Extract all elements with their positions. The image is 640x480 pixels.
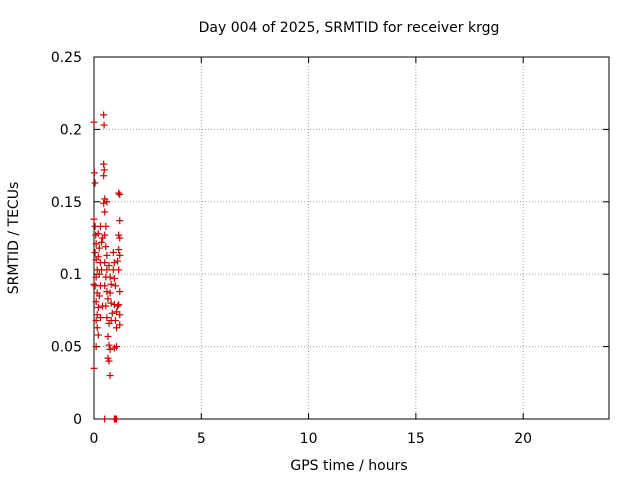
data-point [96, 314, 104, 322]
data-point [113, 415, 121, 423]
data-point [103, 198, 111, 206]
data-point [90, 280, 98, 288]
y-tick-label: 0 [73, 412, 82, 428]
plot-frame [93, 56, 610, 420]
data-point [101, 259, 109, 267]
data-point [101, 282, 109, 290]
data-point [106, 289, 114, 297]
data-point [102, 302, 110, 310]
data-point [94, 331, 102, 339]
data-point [90, 169, 98, 177]
data-point [94, 253, 102, 261]
data-point [93, 324, 101, 332]
data-point [114, 257, 122, 265]
data-point [116, 321, 124, 329]
data-point [108, 309, 116, 317]
data-point [116, 234, 124, 242]
data-point [116, 191, 124, 199]
data-point [95, 270, 103, 278]
data-point [104, 332, 112, 340]
y-tick-label: 0.25 [51, 50, 82, 66]
data-point [98, 238, 106, 246]
data-point [100, 166, 108, 174]
data-point [105, 262, 113, 270]
data-point [100, 199, 108, 207]
data-point [92, 343, 100, 351]
data-point [95, 292, 103, 300]
data-points [90, 111, 124, 423]
data-point [110, 259, 118, 267]
data-point [103, 314, 111, 322]
data-point [101, 415, 109, 423]
data-point [114, 302, 122, 310]
x-tick-label: 20 [514, 431, 532, 447]
data-point [111, 317, 119, 325]
data-point [116, 288, 124, 296]
data-point [116, 251, 124, 259]
data-point [100, 121, 108, 129]
x-tick-label: 10 [300, 431, 318, 447]
data-point [115, 266, 123, 274]
data-point [91, 248, 99, 256]
data-point [100, 111, 108, 119]
data-point [115, 301, 123, 309]
data-point [103, 266, 111, 274]
data-point [107, 299, 115, 307]
data-point [91, 179, 99, 187]
data-point [106, 345, 114, 353]
data-point [115, 246, 123, 254]
data-point [106, 273, 114, 281]
x-tick-label: 15 [407, 431, 425, 447]
data-point [102, 243, 110, 251]
data-point [115, 189, 123, 197]
data-point [94, 230, 102, 238]
x-tick-label: 5 [197, 431, 206, 447]
data-point [113, 343, 121, 351]
data-point [95, 244, 103, 252]
data-point [101, 231, 109, 239]
data-point [100, 172, 108, 180]
data-point [94, 304, 102, 312]
data-point [105, 357, 113, 365]
data-point [116, 311, 124, 319]
y-tick-label: 0.2 [60, 122, 82, 138]
x-tick-label: 0 [90, 431, 99, 447]
data-point [116, 217, 124, 225]
data-point [92, 240, 100, 248]
chart-title: Day 004 of 2025, SRMTID for receiver krg… [199, 20, 500, 36]
data-point [103, 288, 111, 296]
data-point [100, 160, 108, 168]
grid-layer [94, 57, 609, 419]
y-axis-label: SRMTID / TECUs [6, 182, 22, 295]
y-tick-label: 0.15 [51, 195, 82, 211]
data-point [109, 248, 117, 256]
data-point [107, 280, 115, 288]
data-point [101, 208, 109, 216]
data-point [106, 372, 114, 380]
y-tick-label: 0.1 [60, 267, 82, 283]
data-point [103, 251, 111, 259]
x-axis-label: GPS time / hours [290, 458, 407, 474]
data-point [105, 341, 113, 349]
y-tick-label: 0.05 [51, 340, 82, 356]
data-point [102, 222, 110, 230]
data-point [92, 298, 100, 306]
data-point [90, 215, 98, 223]
data-point [90, 364, 98, 372]
data-point [111, 282, 119, 290]
data-point [110, 275, 118, 283]
data-point [90, 118, 98, 126]
data-point [92, 317, 100, 325]
data-point [104, 295, 112, 303]
